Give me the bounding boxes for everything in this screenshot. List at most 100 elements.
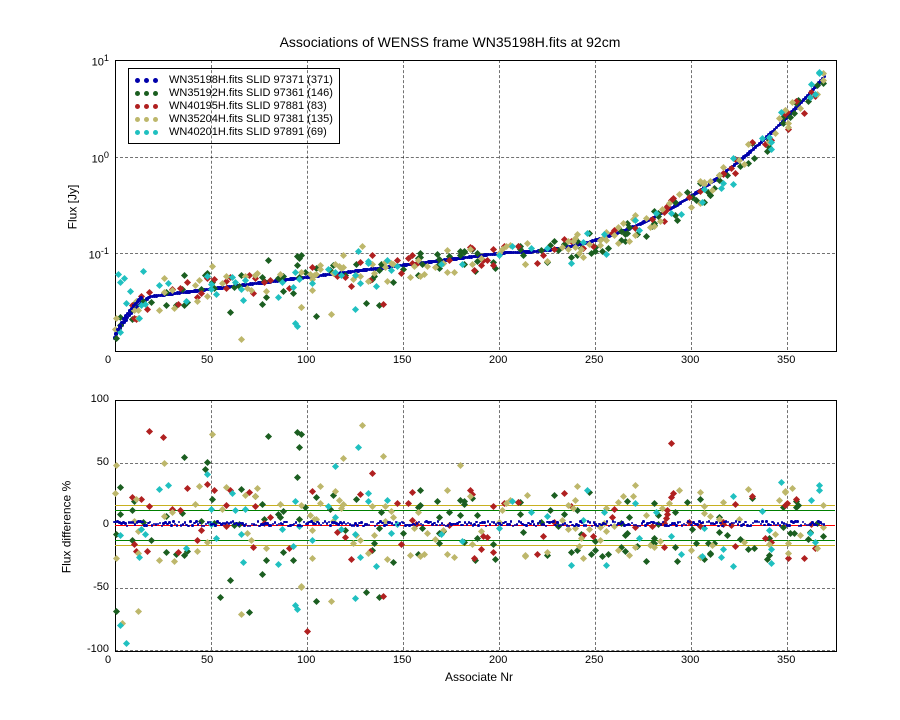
- data-point: [516, 523, 519, 526]
- legend-marker: [135, 130, 163, 135]
- ytick-label: 10-1: [89, 246, 109, 262]
- legend: WN35198H.fits SLID 97371 (371) WN35192H.…: [128, 68, 340, 144]
- grid-line: [787, 60, 788, 350]
- data-point: [788, 524, 791, 527]
- data-point: [675, 524, 678, 527]
- data-point: [281, 523, 284, 526]
- data-point: [116, 328, 120, 332]
- legend-marker: [135, 104, 163, 109]
- legend-item: WN40195H.fits SLID 97881 (83): [135, 100, 333, 112]
- data-point: [360, 521, 363, 524]
- bottom-xlabel: Associate Nr: [445, 670, 513, 684]
- xtick-label: 50: [201, 654, 213, 666]
- grid-line: [115, 650, 835, 651]
- legend-item: WN40201H.fits SLID 97891 (69): [135, 126, 333, 138]
- xtick-label: 200: [489, 354, 507, 366]
- data-point: [214, 524, 217, 527]
- data-point: [715, 521, 718, 524]
- data-point: [329, 524, 332, 527]
- ytick-label: 0: [103, 518, 109, 530]
- xtick-label: 100: [297, 654, 315, 666]
- data-point: [435, 524, 438, 527]
- data-point: [660, 523, 663, 526]
- legend-item: WN35198H.fits SLID 97371 (371): [135, 74, 333, 86]
- data-point: [644, 524, 647, 527]
- data-point: [525, 524, 528, 527]
- data-point: [642, 520, 645, 523]
- data-point: [356, 524, 359, 527]
- data-point: [483, 521, 486, 524]
- grid-line: [115, 60, 835, 61]
- data-point: [552, 520, 555, 523]
- data-point: [489, 523, 492, 526]
- legend-marker: [135, 91, 163, 96]
- data-point: [141, 521, 144, 524]
- data-point: [585, 524, 588, 527]
- data-point: [145, 524, 148, 527]
- data-point: [765, 520, 768, 523]
- data-point: [556, 521, 559, 524]
- data-point: [738, 521, 741, 524]
- legend-marker: [135, 117, 163, 122]
- data-point: [761, 520, 764, 523]
- data-point: [508, 523, 511, 526]
- data-point: [589, 521, 592, 524]
- xtick-label: 250: [585, 354, 603, 366]
- data-point: [717, 525, 720, 528]
- chart-title: Associations of WENSS frame WN35198H.fit…: [0, 34, 900, 50]
- data-point: [577, 524, 580, 527]
- data-point: [621, 521, 624, 524]
- legend-marker: [135, 78, 163, 83]
- grid-line: [115, 588, 835, 589]
- data-point: [191, 524, 194, 527]
- data-point: [742, 523, 745, 526]
- data-point: [815, 524, 818, 527]
- data-point: [796, 520, 799, 523]
- xtick-label: 350: [777, 654, 795, 666]
- xtick-label: 150: [393, 654, 411, 666]
- legend-item: WN35204H.fits SLID 97381 (135): [135, 113, 333, 125]
- xtick-label: 150: [393, 354, 411, 366]
- grid-line: [115, 463, 835, 464]
- data-point: [769, 524, 772, 527]
- legend-label: WN40201H.fits SLID 97891 (69): [169, 126, 327, 138]
- data-point: [170, 524, 173, 527]
- data-point: [189, 520, 192, 523]
- grid-line: [403, 60, 404, 350]
- data-point: [779, 524, 782, 527]
- grid-line: [499, 60, 500, 350]
- grid-line: [115, 400, 835, 401]
- bottom-ylabel: Flux difference %: [59, 481, 73, 574]
- xtick-label: 0: [105, 354, 111, 366]
- data-point: [473, 523, 476, 526]
- data-point: [719, 522, 722, 525]
- data-point: [604, 523, 607, 526]
- ytick-label: 100: [91, 393, 109, 405]
- xtick-label: 300: [681, 354, 699, 366]
- xtick-label: 350: [777, 354, 795, 366]
- grid-line: [595, 60, 596, 350]
- data-point: [285, 521, 288, 524]
- legend-label: WN35198H.fits SLID 97371 (371): [169, 74, 333, 86]
- xtick-label: 200: [489, 654, 507, 666]
- legend-label: WN35204H.fits SLID 97381 (135): [169, 113, 333, 125]
- ytick-label: -100: [87, 643, 109, 655]
- xtick-label: 100: [297, 354, 315, 366]
- data-point: [195, 520, 198, 523]
- data-point: [554, 524, 557, 527]
- data-point: [139, 296, 143, 300]
- xtick-label: 250: [585, 654, 603, 666]
- xtick-label: 300: [681, 654, 699, 666]
- data-point: [120, 321, 124, 325]
- data-point: [385, 524, 388, 527]
- data-point: [257, 520, 260, 523]
- grid-line: [115, 60, 116, 350]
- ytick-label: -50: [93, 581, 109, 593]
- top-ylabel: Flux [Jy]: [65, 185, 79, 230]
- data-point: [696, 523, 699, 526]
- grid-line: [307, 60, 308, 350]
- figure: Associations of WENSS frame WN35198H.fit…: [0, 0, 900, 720]
- data-point: [737, 523, 740, 526]
- data-point: [596, 525, 599, 528]
- data-point: [744, 521, 747, 524]
